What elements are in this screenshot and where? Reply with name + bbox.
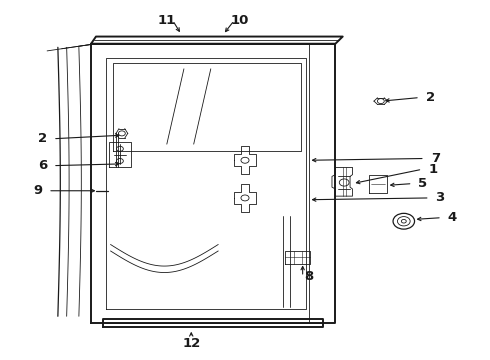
Text: 12: 12 [182,337,200,350]
Text: 8: 8 [304,270,313,283]
Text: 3: 3 [436,192,445,204]
Text: 4: 4 [448,211,457,224]
Text: 7: 7 [431,152,440,165]
Text: 10: 10 [231,14,249,27]
Text: 6: 6 [38,159,47,172]
Text: 5: 5 [418,177,428,190]
Text: 11: 11 [158,14,176,27]
Text: 2: 2 [38,132,47,145]
Text: 2: 2 [426,91,435,104]
Text: 1: 1 [428,163,438,176]
Text: 9: 9 [33,184,42,197]
